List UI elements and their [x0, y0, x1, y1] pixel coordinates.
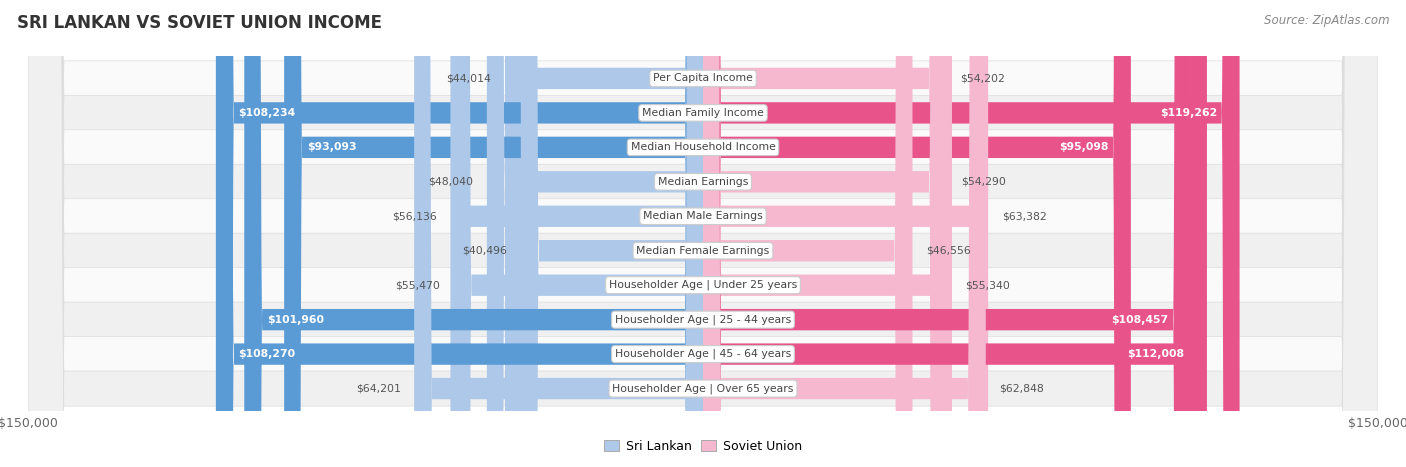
FancyBboxPatch shape	[28, 0, 1378, 467]
Text: Median Household Income: Median Household Income	[630, 142, 776, 152]
FancyBboxPatch shape	[703, 0, 1191, 467]
FancyBboxPatch shape	[245, 0, 703, 467]
Text: $108,234: $108,234	[239, 108, 295, 118]
FancyBboxPatch shape	[28, 0, 1378, 467]
FancyBboxPatch shape	[28, 0, 1378, 467]
Text: SRI LANKAN VS SOVIET UNION INCOME: SRI LANKAN VS SOVIET UNION INCOME	[17, 14, 382, 32]
FancyBboxPatch shape	[703, 0, 912, 467]
FancyBboxPatch shape	[703, 0, 1206, 467]
Text: Median Earnings: Median Earnings	[658, 177, 748, 187]
Text: $93,093: $93,093	[307, 142, 356, 152]
FancyBboxPatch shape	[28, 0, 1378, 467]
Text: $62,848: $62,848	[1000, 383, 1045, 394]
FancyBboxPatch shape	[453, 0, 703, 467]
Text: $64,201: $64,201	[356, 383, 401, 394]
FancyBboxPatch shape	[415, 0, 703, 467]
Text: $54,290: $54,290	[960, 177, 1005, 187]
Text: $48,040: $48,040	[429, 177, 474, 187]
FancyBboxPatch shape	[703, 0, 1240, 467]
FancyBboxPatch shape	[28, 0, 1378, 467]
FancyBboxPatch shape	[450, 0, 703, 467]
Text: $95,098: $95,098	[1059, 142, 1108, 152]
Text: $40,496: $40,496	[463, 246, 508, 256]
Text: $46,556: $46,556	[927, 246, 970, 256]
Text: Median Female Earnings: Median Female Earnings	[637, 246, 769, 256]
FancyBboxPatch shape	[28, 0, 1378, 467]
FancyBboxPatch shape	[28, 0, 1378, 467]
Text: $108,270: $108,270	[239, 349, 295, 359]
Text: Householder Age | Under 25 years: Householder Age | Under 25 years	[609, 280, 797, 290]
FancyBboxPatch shape	[505, 0, 703, 467]
Text: Median Male Earnings: Median Male Earnings	[643, 211, 763, 221]
FancyBboxPatch shape	[28, 0, 1378, 467]
FancyBboxPatch shape	[703, 0, 988, 467]
FancyBboxPatch shape	[28, 0, 1378, 467]
FancyBboxPatch shape	[703, 0, 1130, 467]
FancyBboxPatch shape	[703, 0, 986, 467]
FancyBboxPatch shape	[703, 0, 946, 467]
Legend: Sri Lankan, Soviet Union: Sri Lankan, Soviet Union	[599, 435, 807, 458]
Text: Per Capita Income: Per Capita Income	[652, 73, 754, 84]
Text: $63,382: $63,382	[1001, 211, 1046, 221]
Text: $119,262: $119,262	[1160, 108, 1218, 118]
Text: $55,470: $55,470	[395, 280, 440, 290]
Text: $56,136: $56,136	[392, 211, 437, 221]
Text: Householder Age | 25 - 44 years: Householder Age | 25 - 44 years	[614, 314, 792, 325]
FancyBboxPatch shape	[28, 0, 1378, 467]
FancyBboxPatch shape	[284, 0, 703, 467]
FancyBboxPatch shape	[703, 0, 948, 467]
Text: $101,960: $101,960	[267, 315, 323, 325]
Text: $112,008: $112,008	[1128, 349, 1184, 359]
Text: Householder Age | 45 - 64 years: Householder Age | 45 - 64 years	[614, 349, 792, 359]
Text: $54,202: $54,202	[960, 73, 1005, 84]
Text: Householder Age | Over 65 years: Householder Age | Over 65 years	[612, 383, 794, 394]
FancyBboxPatch shape	[486, 0, 703, 467]
FancyBboxPatch shape	[217, 0, 703, 467]
Text: $44,014: $44,014	[447, 73, 492, 84]
Text: Median Family Income: Median Family Income	[643, 108, 763, 118]
FancyBboxPatch shape	[703, 0, 952, 467]
Text: Source: ZipAtlas.com: Source: ZipAtlas.com	[1264, 14, 1389, 27]
FancyBboxPatch shape	[520, 0, 703, 467]
Text: $108,457: $108,457	[1111, 315, 1168, 325]
Text: $55,340: $55,340	[966, 280, 1011, 290]
FancyBboxPatch shape	[217, 0, 703, 467]
